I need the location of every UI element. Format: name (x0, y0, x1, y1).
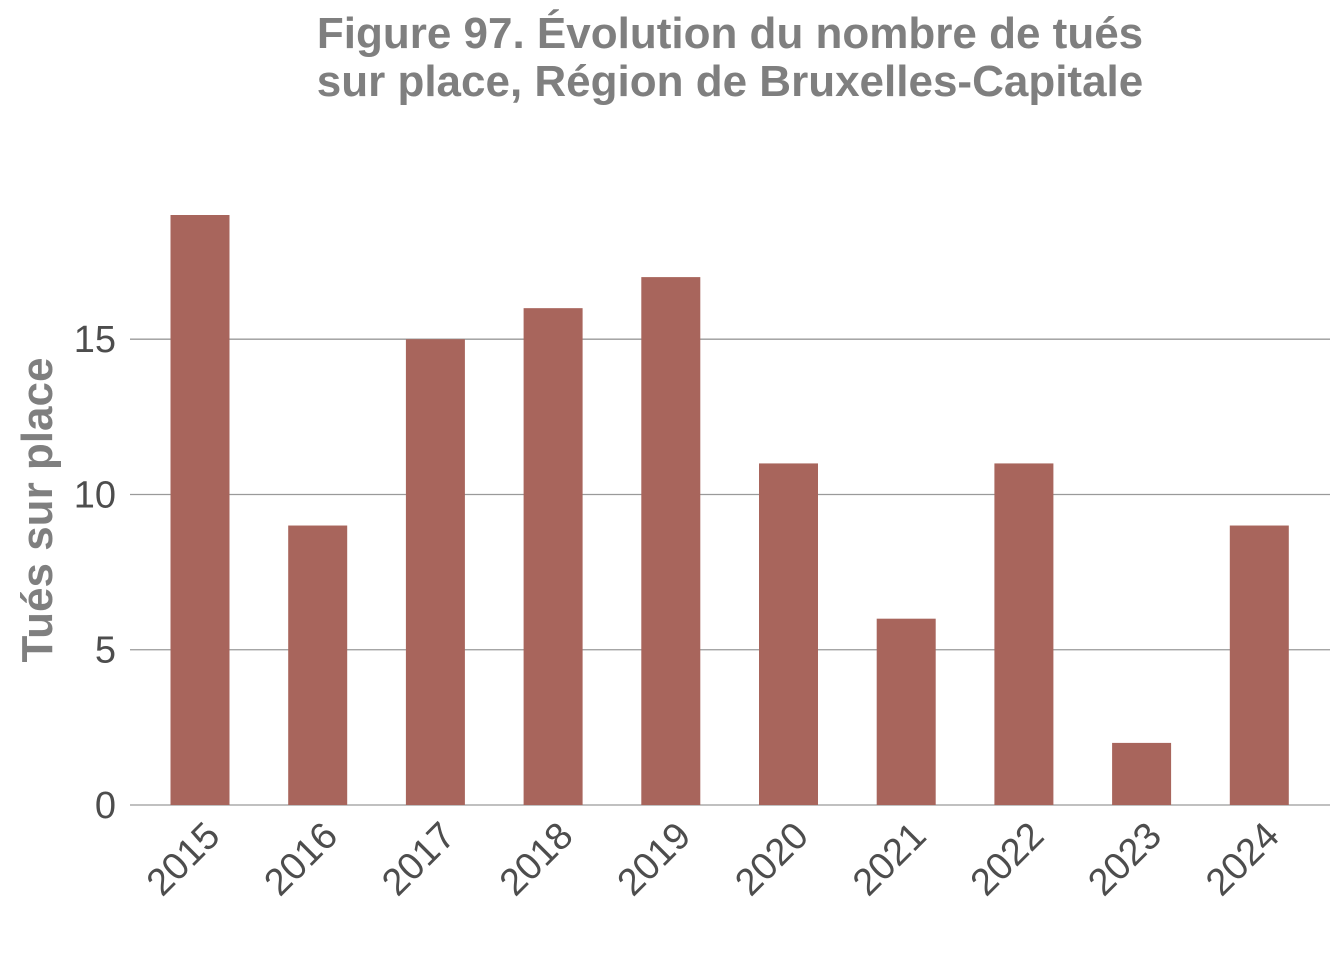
bar-2015 (170, 215, 230, 805)
y-tick-labels: 0 5 10 15 (74, 319, 116, 827)
y-tick-label: 5 (95, 630, 116, 672)
chart-title: Figure 97. Évolution du nombre de tués s… (230, 10, 1230, 106)
x-tick-label: 2020 (727, 815, 816, 904)
x-tick-label: 2022 (963, 815, 1052, 904)
bar-2021 (876, 618, 936, 805)
bar-2020 (759, 463, 818, 805)
x-tick-label: 2021 (845, 815, 934, 904)
bar-2022 (994, 463, 1054, 805)
y-tick-label: 10 (74, 474, 116, 516)
x-tick-labels: 2015 2016 2017 2018 2019 2020 2021 2022 2023 2024 (139, 815, 1288, 904)
bar-2023 (1112, 742, 1172, 805)
bar-2016 (288, 525, 348, 805)
x-tick-label: 2018 (492, 815, 581, 904)
x-tick-label: 2023 (1080, 815, 1169, 904)
x-tick-label: 2016 (257, 815, 346, 904)
chart-title-line-1: Figure 97. Évolution du nombre de tués (316, 9, 1144, 58)
x-tick-label: 2019 (610, 815, 699, 904)
x-tick-label: 2017 (374, 815, 463, 904)
chart-title-line-2: sur place, Région de Bruxelles-Capitale (316, 57, 1144, 106)
bar-2019 (641, 277, 701, 806)
y-tick-label: 15 (74, 319, 116, 361)
bar-2018 (523, 308, 583, 805)
y-tick-label: 0 (95, 785, 116, 827)
y-axis-title: Tués sur place (13, 358, 62, 663)
bar-2017 (405, 339, 465, 805)
bar-2024 (1229, 525, 1289, 805)
bars (170, 215, 1289, 806)
x-tick-label: 2024 (1198, 815, 1287, 904)
x-tick-label: 2015 (139, 815, 228, 904)
